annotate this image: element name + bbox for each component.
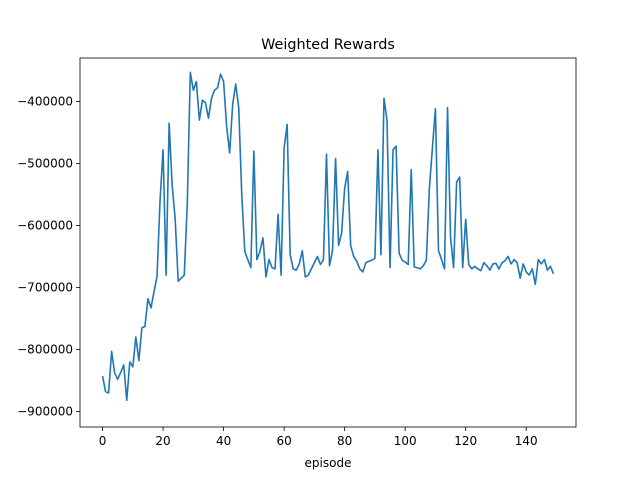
series-line-group (101, 71, 555, 402)
y-axis-ticks: −900000 −800000 −700000 −600000 −500000 −4000… (17, 94, 80, 418)
y-tick-label: −900000 (17, 404, 73, 418)
x-tick-label: 140 (515, 434, 538, 448)
y-tick-label: −400000 (17, 94, 73, 108)
x-tick-label: 80 (337, 434, 352, 448)
x-axis-label: episode (305, 456, 352, 470)
x-tick-label: 100 (394, 434, 417, 448)
y-tick-label: −600000 (17, 218, 73, 232)
axes-frame (79, 57, 577, 428)
y-tick-label: −500000 (17, 156, 73, 170)
y-tick-label: −800000 (17, 342, 73, 356)
x-tick-label: 120 (454, 434, 477, 448)
x-tick-label: 60 (276, 434, 291, 448)
y-tick-label: −700000 (17, 280, 73, 294)
series-line (101, 71, 555, 402)
x-axis-ticks: 0 20 40 60 80 100 120 140 (99, 427, 538, 448)
x-tick-label: 20 (155, 434, 170, 448)
x-tick-label: 0 (99, 434, 107, 448)
chart-title: Weighted Rewards (261, 37, 395, 53)
x-tick-label: 40 (216, 434, 231, 448)
